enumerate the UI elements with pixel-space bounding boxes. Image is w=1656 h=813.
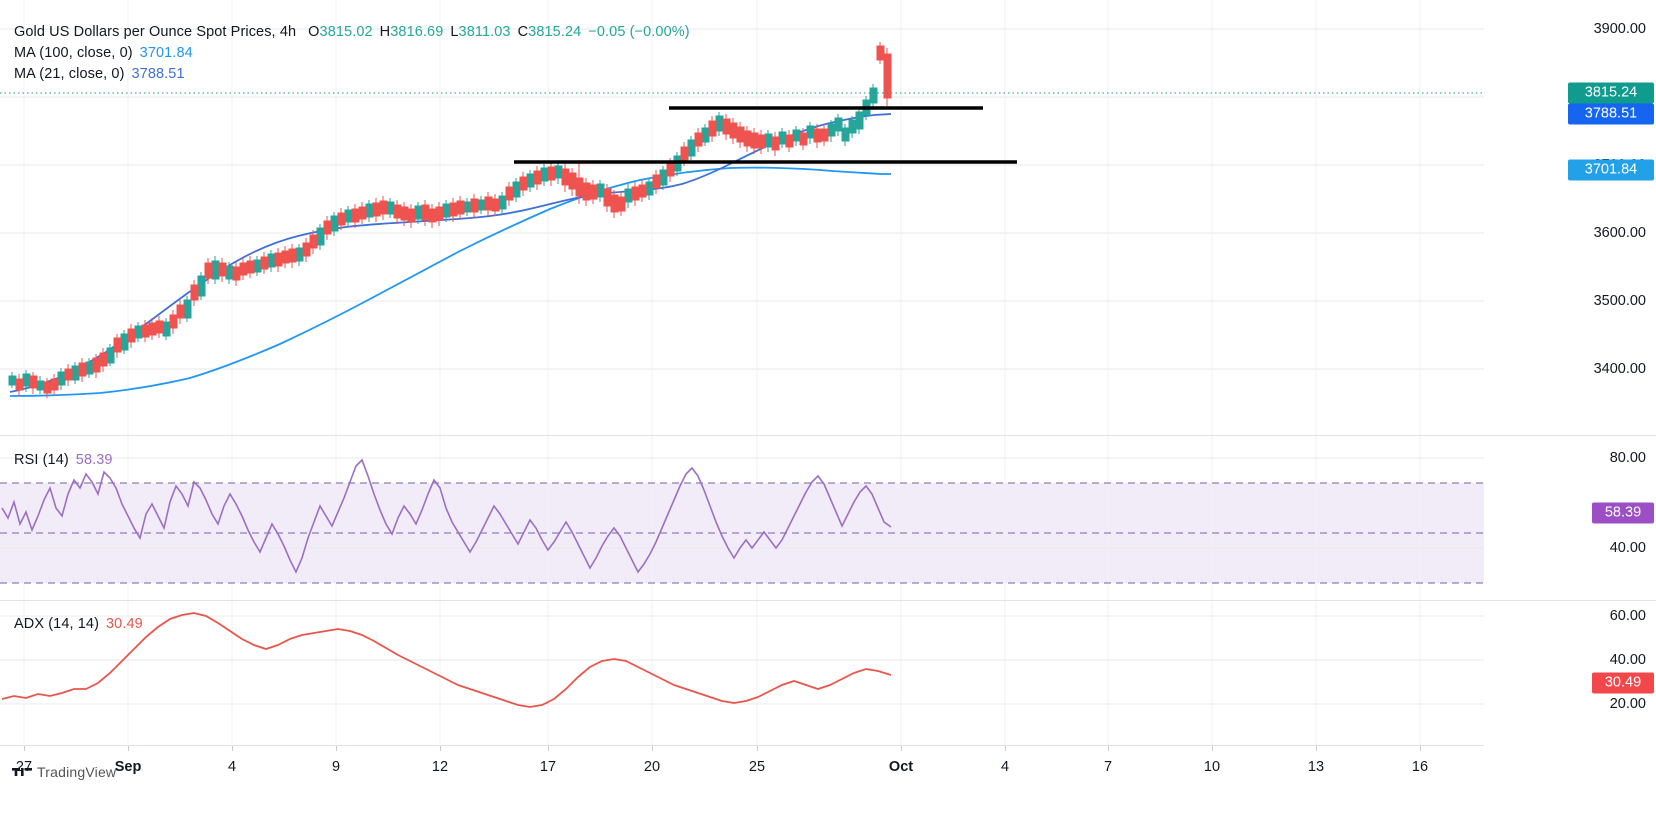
- adx-tick-40: 40.00: [1609, 652, 1646, 668]
- price-tick-3600: 3600.00: [1593, 225, 1646, 241]
- ma100-price-badge[interactable]: 3701.84: [1568, 159, 1654, 181]
- candlestick-series: [8, 42, 892, 398]
- price-tick-3400: 3400.00: [1593, 361, 1646, 377]
- adx-plot[interactable]: [0, 601, 1484, 745]
- price-rsi-separator: [0, 435, 1656, 436]
- price-plot-svg: [0, 0, 1484, 436]
- adx-tick-20: 20.00: [1609, 696, 1646, 712]
- adx-axis[interactable]: 60.00 40.00 20.00 30.49: [1484, 601, 1656, 745]
- price-tick-3900: 3900.00: [1593, 21, 1646, 37]
- time-label-10: 7: [1103, 759, 1113, 775]
- adx-tick-60: 60.00: [1609, 608, 1646, 624]
- price-plot[interactable]: [0, 0, 1484, 436]
- time-axis[interactable]: 27 Sep 4 9 12 17 20 25 Oct 4 7 10 13 16: [0, 745, 1484, 785]
- time-label-6: 20: [643, 759, 661, 775]
- price-tick-3500: 3500.00: [1593, 293, 1646, 309]
- rsi-value-badge[interactable]: 58.39: [1592, 502, 1654, 524]
- adx-gridlines: [0, 615, 1484, 705]
- adx-vgridlines: [23, 601, 1421, 745]
- adx-line: [1, 612, 892, 708]
- tradingview-logo-icon: [12, 765, 32, 779]
- rsi-tick-40: 40.00: [1609, 540, 1646, 556]
- rsi-vgridlines: [23, 436, 1421, 601]
- price-gridlines: [0, 28, 1484, 370]
- adx-value-badge[interactable]: 30.49: [1592, 672, 1654, 694]
- price-axis[interactable]: 3900.00 3700.00 3600.00 3500.00 3400.00 …: [1484, 0, 1656, 436]
- rsi-adx-separator: [0, 600, 1656, 601]
- rsi-tick-80: 80.00: [1609, 450, 1646, 466]
- time-label-5: 17: [539, 759, 557, 775]
- ma100-line: [9, 166, 891, 397]
- rsi-gridlines: [0, 457, 1484, 549]
- price-vgridlines: [23, 0, 1421, 436]
- rsi-line: [1, 458, 892, 574]
- rsi-plot[interactable]: [0, 436, 1484, 601]
- last-price-badge[interactable]: 3815.24: [1568, 82, 1654, 104]
- rsi-axis[interactable]: 80.00 40.00 58.39: [1484, 436, 1656, 601]
- rsi-plot-svg: [0, 436, 1484, 601]
- ma21-price-badge[interactable]: 3788.51: [1568, 103, 1654, 125]
- time-label-12: 13: [1307, 759, 1325, 775]
- time-label-4: 12: [431, 759, 449, 775]
- adx-pane[interactable]: ADX (14, 14) 30.49 60.00 40.00 20.00 30.4…: [0, 601, 1656, 745]
- time-label-0: 27: [15, 759, 33, 775]
- rsi-reference-lines: [0, 482, 1484, 584]
- price-pane[interactable]: Gold US Dollars per Ounce Spot Prices, 4…: [0, 0, 1656, 436]
- rsi-pane[interactable]: RSI (14) 58.39 80.00 40.00 58.39: [0, 436, 1656, 601]
- time-label-13: 16: [1411, 759, 1429, 775]
- time-axis-pane[interactable]: 27 Sep 4 9 12 17 20 25 Oct 4 7 10 13 16: [0, 745, 1656, 813]
- time-label-7: 25: [748, 759, 766, 775]
- tradingview-label: TradingView: [37, 764, 117, 780]
- time-label-2: 4: [227, 759, 237, 775]
- time-label-1: Sep: [114, 759, 142, 775]
- adx-plot-svg: [0, 601, 1484, 745]
- time-label-11: 10: [1203, 759, 1221, 775]
- time-label-8: Oct: [888, 759, 914, 775]
- time-label-9: 4: [1000, 759, 1010, 775]
- tradingview-watermark[interactable]: TradingView: [12, 764, 116, 780]
- time-label-3: 9: [331, 759, 341, 775]
- ma21-line: [9, 113, 892, 393]
